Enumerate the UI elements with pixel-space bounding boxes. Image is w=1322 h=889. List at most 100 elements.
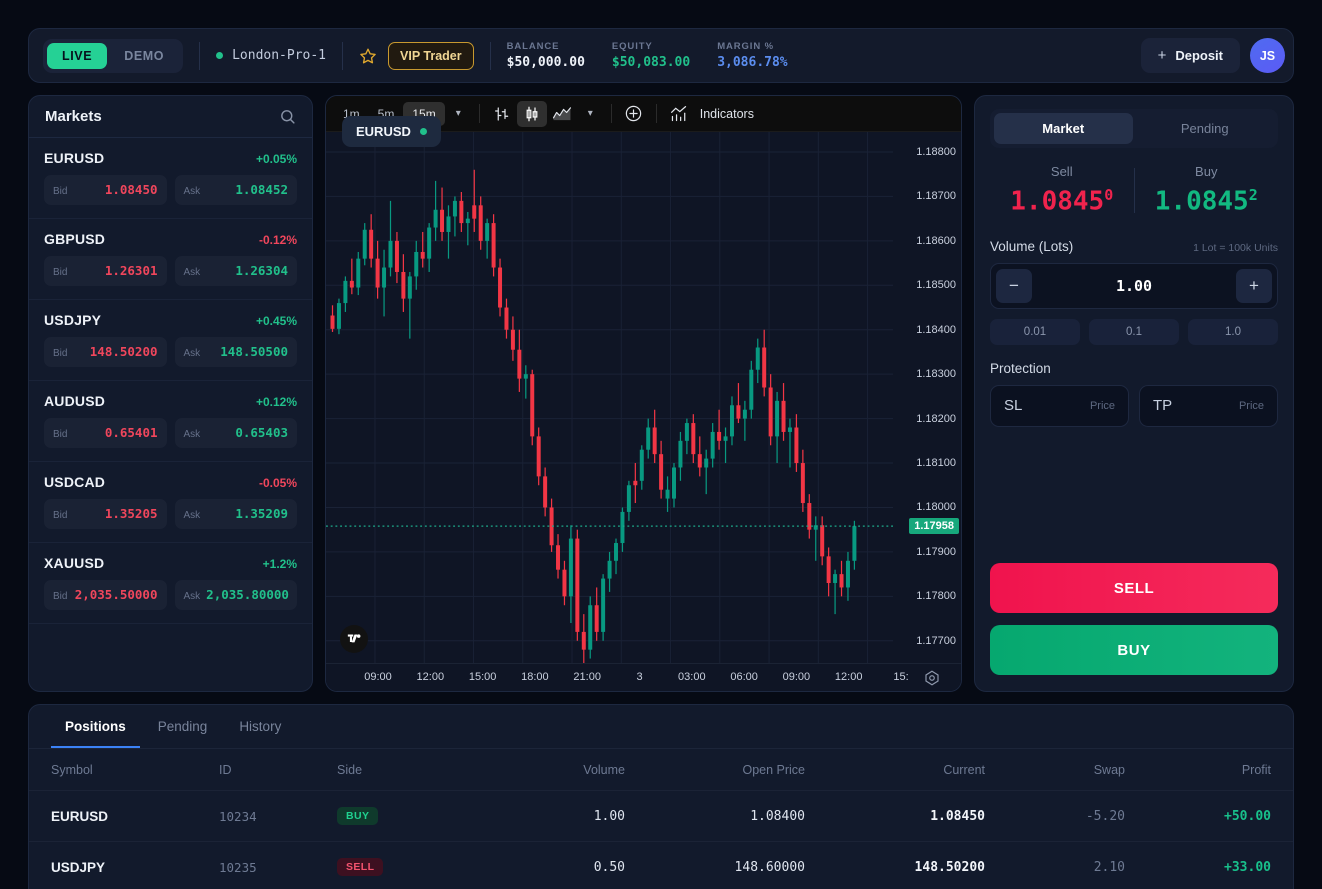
cell-swap: 2.10 xyxy=(1093,860,1125,875)
market-row[interactable]: XAUUSD +1.2% Bid 2,035.50000 Ask 2,035.80000 xyxy=(29,543,312,624)
tab-positions[interactable]: Positions xyxy=(51,705,140,748)
cell-open: 1.08400 xyxy=(750,809,805,824)
col-swap[interactable]: Swap xyxy=(985,749,1125,791)
col-id[interactable]: ID xyxy=(219,749,337,791)
quick-lot-01[interactable]: 0.1 xyxy=(1089,318,1179,345)
volume-stepper[interactable]: − 1.00 + xyxy=(990,262,1278,309)
ask-label: Ask xyxy=(183,510,201,521)
buy-price-sup: 2 xyxy=(1248,186,1258,204)
chart-style-chevron-down-icon[interactable]: ▾ xyxy=(587,108,593,119)
positions-panel: Positions Pending History Symbol ID Side… xyxy=(28,704,1294,889)
market-quotes: Bid 1.08450 Ask 1.08452 xyxy=(44,175,297,205)
buy-quote[interactable]: Buy 1.08452 xyxy=(1135,164,1279,217)
tp-price-placeholder: Price xyxy=(1238,399,1264,412)
market-ask[interactable]: Ask 0.65403 xyxy=(174,418,297,448)
sell-quote[interactable]: Sell 1.08450 xyxy=(990,164,1134,217)
market-ask[interactable]: Ask 1.26304 xyxy=(174,256,297,286)
market-quotes: Bid 0.65401 Ask 0.65403 xyxy=(44,418,297,448)
market-ask[interactable]: Ask 1.35209 xyxy=(174,499,297,529)
volume-increment-button[interactable]: + xyxy=(1236,268,1272,303)
bar-chart-icon[interactable] xyxy=(487,101,517,127)
col-side[interactable]: Side xyxy=(337,749,455,791)
market-row[interactable]: USDJPY +0.45% Bid 148.50200 Ask 148.50500 xyxy=(29,300,312,381)
col-current[interactable]: Current xyxy=(805,749,985,791)
chart-symbol-badge[interactable]: EURUSD xyxy=(342,116,441,147)
col-open-price[interactable]: Open Price xyxy=(625,749,805,791)
market-row-head: XAUUSD +1.2% xyxy=(44,555,297,571)
market-bid[interactable]: Bid 1.26301 xyxy=(44,256,167,286)
market-row[interactable]: GBPUSD -0.12% Bid 1.26301 Ask 1.26304 xyxy=(29,219,312,300)
table-row[interactable]: USDJPY 10235 SELL 0.50 148.60000 148.50200 2.1… xyxy=(29,841,1293,889)
add-compare-icon[interactable] xyxy=(619,101,649,127)
tab-pending-orders[interactable]: Pending xyxy=(157,719,208,734)
indicators-icon[interactable] xyxy=(664,101,694,127)
market-bid[interactable]: Bid 2,035.50000 xyxy=(44,580,167,610)
market-change: +0.05% xyxy=(255,152,297,166)
demo-mode-button[interactable]: DEMO xyxy=(124,48,165,63)
connection-dot-icon xyxy=(216,52,224,59)
market-ask[interactable]: Ask 2,035.80000 xyxy=(174,580,297,610)
market-ask[interactable]: Ask 1.08452 xyxy=(174,175,297,205)
market-row[interactable]: EURUSD +0.05% Bid 1.08450 Ask 1.08452 xyxy=(29,138,312,219)
take-profit-field[interactable]: TP Price xyxy=(1139,384,1278,427)
cell-profit: +50.00 xyxy=(1224,809,1271,824)
order-type-tabs[interactable]: Market Pending xyxy=(990,109,1278,148)
positions-body: EURUSD 10234 BUY 1.00 1.08400 1.08450 -5.20 +50… xyxy=(29,790,1293,889)
ask-label: Ask xyxy=(183,348,201,359)
chart-plot[interactable]: 1.18800 1.18700 1.18600 1.18500 1.18400 1.183… xyxy=(326,132,961,691)
market-bid[interactable]: Bid 1.35205 xyxy=(44,499,167,529)
tp-label: TP xyxy=(1153,397,1173,415)
market-row[interactable]: USDCAD -0.05% Bid 1.35205 Ask 1.35209 xyxy=(29,462,312,543)
tab-market[interactable]: Market xyxy=(994,113,1133,144)
ask-label: Ask xyxy=(183,267,201,278)
indicators-label[interactable]: Indicators xyxy=(699,106,754,121)
tab-pending[interactable]: Pending xyxy=(1180,121,1229,136)
bid-value: 1.08450 xyxy=(104,182,158,197)
quick-lot-10[interactable]: 1.0 xyxy=(1188,318,1278,345)
deposit-button[interactable]: + Deposit xyxy=(1140,38,1240,73)
live-mode-button[interactable]: LIVE xyxy=(47,42,108,69)
price-tick: 1.17700 xyxy=(916,634,956,647)
star-icon[interactable] xyxy=(359,47,377,65)
status-badge: SELL xyxy=(337,858,384,876)
vip-badge: VIP Trader xyxy=(388,41,474,70)
market-bid[interactable]: Bid 148.50200 xyxy=(44,337,167,367)
search-icon[interactable] xyxy=(279,108,296,125)
sell-button[interactable]: SELL xyxy=(990,563,1278,613)
col-profit[interactable]: Profit xyxy=(1125,749,1293,791)
sl-label: SL xyxy=(1004,397,1023,415)
market-ask[interactable]: Ask 148.50500 xyxy=(174,337,297,367)
tab-history[interactable]: History xyxy=(239,719,282,734)
market-row[interactable]: AUDUSD +0.12% Bid 0.65401 Ask 0.65403 xyxy=(29,381,312,462)
time-tick: 18:00 xyxy=(521,671,549,683)
candlestick-chart-icon[interactable] xyxy=(516,100,547,127)
account-mode-toggle[interactable]: LIVE DEMO xyxy=(43,38,184,73)
market-symbol: USDJPY xyxy=(44,312,102,328)
market-bid[interactable]: Bid 0.65401 xyxy=(44,418,167,448)
market-change: +1.2% xyxy=(262,557,297,571)
plus-icon: + xyxy=(1157,47,1167,64)
market-bid[interactable]: Bid 1.08450 xyxy=(44,175,167,205)
table-row[interactable]: EURUSD 10234 BUY 1.00 1.08400 1.08450 -5.20 +50… xyxy=(29,790,1293,842)
buy-button[interactable]: BUY xyxy=(990,625,1278,675)
col-symbol[interactable]: Symbol xyxy=(29,749,219,791)
cell-open: 148.60000 xyxy=(734,860,805,875)
quick-lot-001[interactable]: 0.01 xyxy=(990,318,1080,345)
stop-loss-field[interactable]: SL Price xyxy=(990,384,1129,427)
price-axis[interactable]: 1.18800 1.18700 1.18600 1.18500 1.18400 1.183… xyxy=(893,132,961,663)
market-quotes: Bid 1.35205 Ask 1.35209 xyxy=(44,499,297,529)
price-tick: 1.18100 xyxy=(916,457,956,470)
col-volume[interactable]: Volume xyxy=(455,749,625,791)
volume-input[interactable]: 1.00 xyxy=(1115,276,1153,295)
avatar[interactable]: JS xyxy=(1250,38,1285,73)
market-row-head: EURUSD +0.05% xyxy=(44,150,297,166)
timeframe-chevron-down-icon[interactable]: ▾ xyxy=(455,108,461,119)
time-axis[interactable]: 09:00 12:00 15:00 18:00 21:00 3 03:00 06:00 09:0… xyxy=(326,663,961,691)
volume-decrement-button[interactable]: − xyxy=(996,268,1032,303)
tradingview-logo-icon[interactable] xyxy=(340,625,368,653)
bid-value: 1.26301 xyxy=(104,263,158,278)
line-chart-icon[interactable] xyxy=(547,101,577,127)
status-badge: BUY xyxy=(337,807,379,825)
crosshair-target-icon[interactable] xyxy=(923,669,941,687)
ask-value: 0.65403 xyxy=(235,425,288,440)
